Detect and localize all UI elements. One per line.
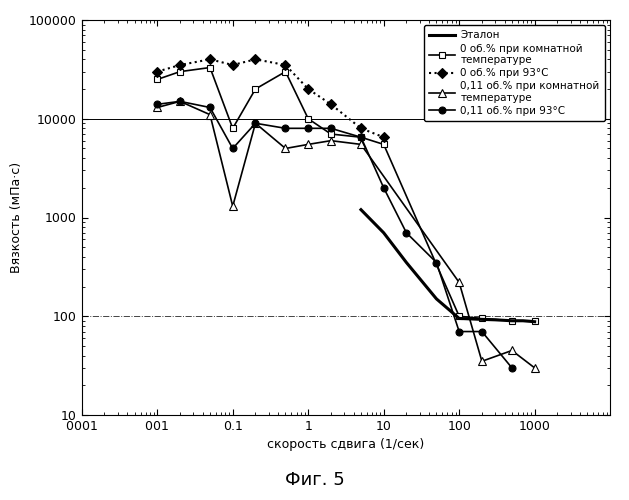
0 об.% при комнатной
температуре — [252, 86, 259, 92]
Эталон — [519, 318, 526, 324]
0,11 об.% при комнатной
температуре — [206, 112, 214, 117]
0 об.% при 93°C — [327, 102, 335, 107]
0 об.% при 93°C — [153, 68, 161, 74]
0,11 об.% при 93°C — [380, 185, 387, 191]
Эталон — [491, 317, 499, 323]
Line: 0,11 об.% при комнатной
температуре: 0,11 об.% при комнатной температуре — [153, 97, 539, 372]
0,11 об.% при комнатной
температуре — [252, 120, 259, 126]
0 об.% при 93°C — [229, 62, 237, 68]
Эталон — [380, 230, 387, 236]
0,11 об.% при 93°C — [229, 146, 237, 152]
0,11 об.% при 93°C — [176, 98, 184, 104]
Эталон — [478, 316, 486, 322]
Эталон — [403, 260, 410, 266]
0,11 об.% при 93°C — [357, 134, 365, 140]
0,11 об.% при 93°C — [252, 120, 259, 126]
0 об.% при 93°C — [282, 62, 289, 68]
X-axis label: скорость сдвига (1/сек): скорость сдвига (1/сек) — [267, 438, 425, 452]
0,11 об.% при 93°C — [433, 260, 440, 266]
0 об.% при 93°C — [176, 62, 184, 68]
0 об.% при комнатной
температуре — [380, 142, 387, 148]
Legend: Эталон, 0 об.% при комнатной
температуре, 0 об.% при 93°C, 0,11 об.% при комнатн: Эталон, 0 об.% при комнатной температуре… — [424, 25, 605, 122]
0 об.% при 93°C — [206, 56, 214, 62]
0,11 об.% при комнатной
температуре — [531, 365, 538, 371]
0 об.% при комнатной
температуре — [357, 134, 365, 140]
0 об.% при 93°C — [252, 56, 259, 62]
0 об.% при комнатной
температуре — [327, 131, 335, 137]
0,11 об.% при 93°C — [403, 230, 410, 236]
Эталон — [357, 206, 365, 212]
0 об.% при комнатной
температуре — [206, 64, 214, 70]
Line: 0 об.% при комнатной
температуре: 0 об.% при комнатной температуре — [153, 64, 538, 324]
0,11 об.% при 93°C — [478, 328, 486, 334]
Text: Фиг. 5: Фиг. 5 — [285, 471, 344, 489]
0 об.% при 93°C — [304, 86, 312, 92]
0,11 об.% при комнатной
температуре — [176, 98, 184, 104]
Эталон — [433, 296, 440, 302]
0 об.% при 93°C — [357, 126, 365, 132]
0,11 об.% при 93°C — [455, 328, 463, 334]
0,11 об.% при 93°C — [327, 126, 335, 132]
0,11 об.% при комнатной
температуре — [478, 358, 486, 364]
0 об.% при 93°C — [380, 134, 387, 140]
0,11 об.% при 93°C — [206, 104, 214, 110]
0 об.% при комнатной
температуре — [478, 316, 486, 322]
0 об.% при комнатной
температуре — [153, 76, 161, 82]
0,11 об.% при 93°C — [282, 126, 289, 132]
0,11 об.% при 93°C — [508, 365, 516, 371]
0,11 об.% при комнатной
температуре — [357, 142, 365, 148]
0 об.% при комнатной
температуре — [282, 68, 289, 74]
0,11 об.% при комнатной
температуре — [327, 138, 335, 143]
0 об.% при комнатной
температуре — [455, 313, 463, 320]
0,11 об.% при 93°C — [304, 126, 312, 132]
0,11 об.% при комнатной
температуре — [508, 348, 516, 354]
0,11 об.% при комнатной
температуре — [282, 146, 289, 152]
0 об.% при комнатной
температуре — [176, 68, 184, 74]
0 об.% при комнатной
температуре — [229, 126, 237, 132]
0,11 об.% при комнатной
температуре — [455, 280, 463, 285]
Эталон — [508, 318, 516, 324]
Эталон — [531, 318, 538, 324]
0 об.% при комнатной
температуре — [531, 318, 538, 324]
0,11 об.% при комнатной
температуре — [304, 142, 312, 148]
0 об.% при комнатной
температуре — [508, 318, 516, 324]
0,11 об.% при 93°C — [153, 102, 161, 107]
0,11 об.% при комнатной
температуре — [229, 203, 237, 209]
Line: 0 об.% при 93°C: 0 об.% при 93°C — [153, 56, 387, 140]
Y-axis label: Вязкость (мПа·с): Вязкость (мПа·с) — [11, 162, 23, 273]
0 об.% при комнатной
температуре — [304, 116, 312, 121]
0,11 об.% при комнатной
температуре — [153, 104, 161, 110]
Line: 0,11 об.% при 93°C: 0,11 об.% при 93°C — [153, 98, 515, 371]
Эталон — [455, 316, 463, 322]
Line: Эталон: Эталон — [361, 210, 535, 322]
